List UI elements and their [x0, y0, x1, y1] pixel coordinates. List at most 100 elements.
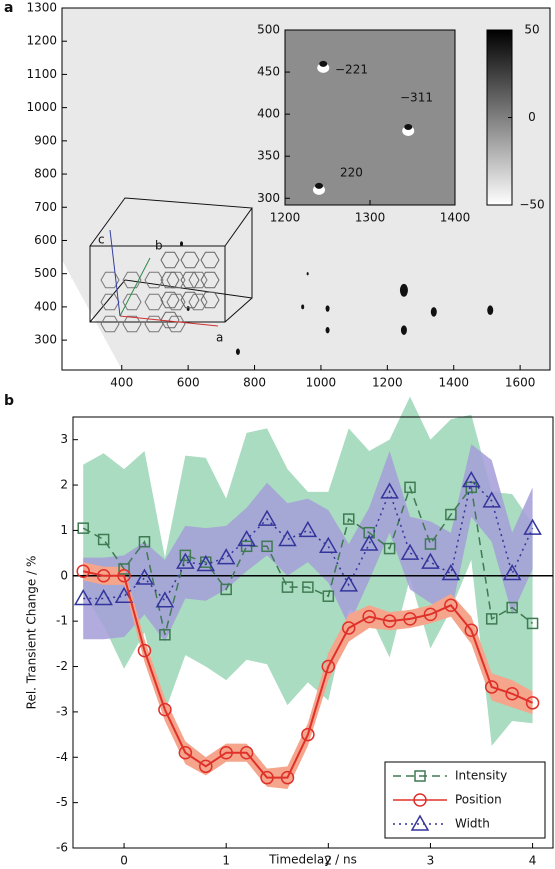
molecule-ring	[188, 293, 208, 311]
diffraction-spot	[325, 305, 330, 312]
y-tick-label: 1100	[26, 67, 57, 81]
marker	[526, 617, 539, 630]
molecule-ring	[144, 315, 164, 333]
y-tick-label: -4	[56, 750, 68, 764]
series-line	[82, 570, 533, 779]
marker	[138, 536, 151, 548]
marker	[94, 588, 113, 606]
molecule-ring	[180, 291, 200, 309]
x-tick-label: 0	[120, 854, 128, 868]
marker	[281, 581, 294, 593]
marker	[240, 540, 253, 553]
marker	[359, 534, 379, 551]
molecule-ring	[200, 271, 220, 289]
marker	[363, 526, 375, 539]
marker	[96, 569, 111, 583]
marker	[380, 482, 399, 499]
colorbar-tick-label: 50	[524, 23, 539, 37]
marker	[76, 564, 90, 579]
marker	[484, 680, 499, 694]
diffraction-spot	[180, 241, 184, 247]
y-tick-label: 300	[257, 191, 280, 205]
marker	[179, 549, 192, 562]
molecule-ring	[122, 271, 142, 289]
marker	[114, 586, 134, 603]
marker	[117, 569, 131, 583]
marker	[216, 548, 236, 565]
marker	[421, 552, 440, 569]
diffraction-spot	[186, 306, 190, 311]
marker	[413, 793, 427, 807]
error-band	[83, 444, 533, 642]
colorbar-tick-label: −50	[519, 198, 544, 212]
x-axis-label: Timedelay / ns	[268, 853, 357, 867]
axis-c	[109, 229, 121, 317]
y-tick-label: 400	[257, 107, 280, 121]
y-tick-label: 2	[60, 478, 68, 492]
marker	[383, 542, 396, 555]
legend-label: Width	[455, 817, 490, 831]
image-shadow	[62, 260, 122, 370]
inset-spot-core	[319, 60, 328, 67]
marker	[321, 659, 336, 674]
panel-label: a	[4, 0, 13, 16]
diffraction-spot	[400, 325, 407, 335]
marker	[257, 509, 277, 526]
marker	[239, 745, 254, 760]
molecule-ring	[122, 293, 142, 311]
inset-spot-core	[315, 182, 323, 189]
marker	[414, 770, 426, 782]
marker	[441, 564, 461, 581]
diffraction-spot	[399, 283, 408, 297]
unit-cell	[89, 197, 253, 323]
reflection-label: 220	[340, 166, 363, 180]
marker	[462, 471, 481, 488]
marker	[118, 563, 130, 575]
marker	[319, 536, 338, 554]
panel-label: b	[4, 393, 14, 409]
y-tick-label: 700	[34, 200, 57, 214]
marker	[137, 643, 152, 658]
x-tick-label: 1600	[505, 376, 536, 390]
x-tick-label: 1200	[270, 211, 301, 225]
marker	[485, 613, 498, 625]
diffraction-spot	[325, 326, 330, 334]
marker	[301, 727, 315, 742]
marker	[403, 612, 417, 626]
x-tick-label: 1000	[306, 376, 337, 390]
diffraction-spot	[430, 307, 437, 317]
molecule-ring	[200, 291, 220, 309]
marker	[464, 623, 479, 637]
marker	[400, 543, 420, 560]
marker	[523, 518, 542, 535]
marker	[237, 529, 256, 547]
reflection-label: −311	[400, 91, 433, 105]
y-tick-label: 1000	[26, 100, 57, 114]
marker	[159, 629, 171, 641]
y-tick-label: 800	[34, 167, 57, 181]
diffraction-spot	[301, 304, 305, 310]
y-tick-label: -2	[56, 659, 68, 673]
marker	[410, 814, 430, 831]
x-tick-label: 1	[222, 854, 230, 868]
molecule-ring	[180, 251, 200, 269]
y-tick-label: -3	[56, 704, 68, 718]
marker	[158, 702, 172, 717]
x-tick-label: 2	[324, 854, 332, 868]
marker	[506, 601, 518, 614]
marker	[502, 564, 522, 581]
axis-b	[119, 257, 151, 317]
molecule-ring	[144, 293, 164, 311]
y-tick-label: 300	[34, 333, 57, 347]
y-tick-label: 500	[257, 23, 280, 37]
x-tick-label: 1200	[372, 376, 403, 390]
molecule-ring	[144, 271, 164, 289]
molecule-ring	[160, 271, 180, 289]
marker	[505, 686, 519, 701]
y-tick-label: 1	[60, 523, 68, 537]
marker	[362, 609, 376, 624]
marker	[322, 590, 335, 602]
marker	[199, 759, 213, 774]
